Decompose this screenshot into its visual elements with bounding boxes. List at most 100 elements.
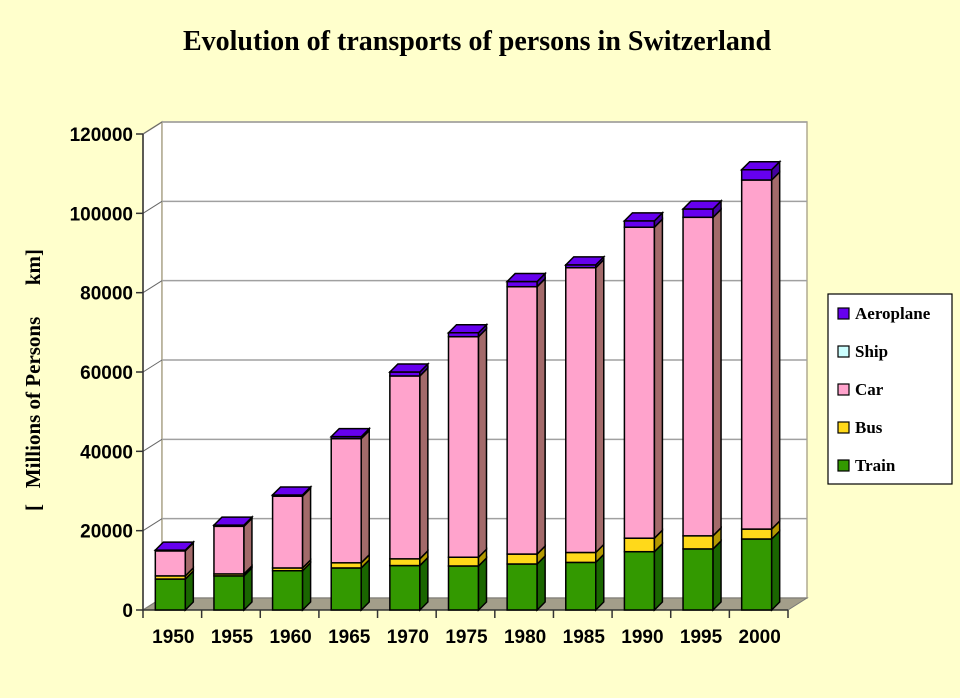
bar-top-cap [153, 541, 196, 551]
bar-side-train [653, 541, 664, 612]
bar-side-car [301, 486, 312, 570]
bar-segment-bus [389, 558, 421, 567]
bar-stack [505, 271, 547, 612]
legend-label-aeroplane: Aeroplane [855, 304, 931, 323]
bar-segment-train [271, 569, 304, 611]
bar-segment-bus [330, 562, 362, 569]
gridline-diagonal [142, 359, 163, 373]
bar-stack [446, 322, 489, 612]
bar-segment-train [565, 561, 597, 611]
bar-side-train [536, 554, 546, 612]
bar-side-train [770, 529, 781, 612]
bar-segment-train [213, 575, 245, 611]
bar-segment-aeroplane [682, 208, 714, 219]
bar-top-cap [212, 516, 254, 526]
gridline-diagonal [142, 438, 163, 452]
legend: Aeroplane Ship Car Bus Train [827, 293, 953, 485]
bar-segment-bus [506, 553, 538, 565]
bar-segment-bus [565, 551, 597, 564]
bar-top-cap [563, 256, 606, 266]
bar-segment-bus [740, 528, 773, 540]
legend-label-train: Train [855, 456, 896, 475]
bar-stack [212, 515, 254, 612]
bar-side-car [419, 366, 429, 561]
bar-stack [739, 159, 782, 612]
bar-side-car [360, 428, 370, 565]
gridline-diagonal [142, 200, 163, 214]
bar-stack [681, 199, 723, 612]
bar-side-train [595, 552, 605, 612]
bar-side-car [712, 207, 722, 538]
bar-stack [563, 255, 606, 612]
y-tick-label: 100000 [70, 204, 133, 225]
bar-segment-car [330, 437, 362, 564]
gridline-diagonal [142, 280, 163, 294]
y-axis-label: [ Millions of Persons km] [21, 249, 45, 511]
bar-top-cap [739, 160, 782, 171]
x-tick-label: 1990 [621, 627, 663, 648]
bar-segment-bus [447, 556, 480, 567]
bar-stack [153, 540, 196, 612]
legend-swatch-aeroplane [837, 307, 850, 320]
y-tick-label: 60000 [80, 363, 133, 384]
bar-segment-car [154, 550, 187, 577]
bar-stack [270, 485, 313, 612]
bars [153, 159, 782, 612]
x-tick-label: 1955 [211, 627, 254, 648]
bar-top-cap [622, 212, 665, 222]
bar-segment-car [447, 335, 480, 558]
x-tick-label: 1965 [328, 627, 371, 648]
y-tick-label: 20000 [80, 522, 133, 543]
bar-segment-car [271, 495, 304, 569]
axes: 0 20000 40000 60000 80000 100000 120000 1950 195… [70, 125, 789, 648]
legend-swatch-train [837, 459, 850, 472]
bar-stack [622, 211, 665, 612]
x-tick-label: 1985 [563, 627, 606, 648]
x-tick-label: 1995 [680, 627, 723, 648]
y-tick-label: 0 [122, 601, 133, 622]
bar-segment-car [213, 525, 245, 575]
legend-swatch-bus [837, 421, 850, 434]
bar-segment-train [740, 538, 773, 611]
y-tick-label: 120000 [70, 125, 133, 146]
bar-segment-aeroplane [623, 220, 656, 228]
bar-top-cap [388, 363, 430, 373]
legend-swatch-car [837, 383, 850, 396]
x-tick-label: 1960 [269, 627, 311, 648]
gridline-diagonal [142, 121, 163, 135]
bar-side-train [712, 539, 722, 612]
bar-segment-car [506, 285, 538, 555]
chart-title: Evolution of transports of persons in Sw… [183, 26, 771, 57]
x-tick-label: 2000 [739, 627, 781, 648]
bar-top-cap [505, 272, 547, 283]
bar-side-car [770, 170, 781, 531]
x-tick-label: 1970 [387, 627, 429, 648]
legend-label-car: Car [855, 380, 884, 399]
bar-side-car [243, 516, 253, 576]
bar-side-car [653, 217, 664, 541]
bar-segment-train [682, 548, 714, 611]
bar-side-car [536, 276, 546, 556]
bar-segment-train [330, 567, 362, 611]
bar-segment-train [623, 550, 656, 611]
bar-side-car [595, 257, 605, 555]
bar-segment-car [389, 375, 421, 560]
bar-segment-train [154, 578, 187, 611]
y-tick-label: 80000 [80, 284, 133, 305]
bar-segment-car [565, 266, 597, 554]
bar-side-train [419, 555, 429, 612]
legend-label-ship: Ship [855, 342, 888, 361]
bar-top-cap [681, 200, 723, 210]
legend-swatch-ship [837, 345, 850, 358]
bar-segment-car [682, 216, 714, 537]
bar-side-car [477, 326, 488, 560]
bar-segment-train [506, 563, 538, 611]
bar-segment-car [623, 226, 656, 539]
bar-stack [388, 362, 430, 612]
legend-label-bus: Bus [855, 418, 883, 437]
bar-segment-bus [623, 537, 656, 553]
x-tick-label: 1980 [504, 627, 546, 648]
bar-stack [329, 426, 372, 612]
bar-top-cap [270, 486, 313, 496]
